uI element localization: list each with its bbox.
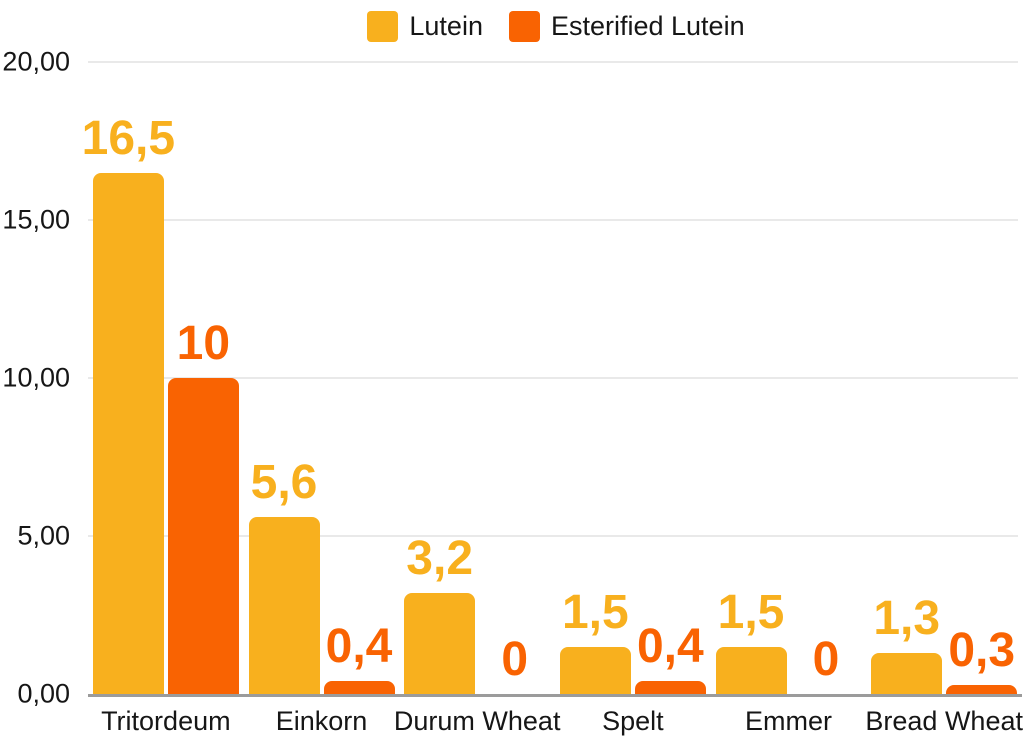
bar-slot-tritordeum-esterified-lutein: 10: [167, 62, 239, 694]
value-label-einkorn-lutein: 5,6: [250, 456, 318, 510]
x-axis-label-spelt: Spelt: [602, 706, 664, 736]
bar-slot-durum-wheat-esterified-lutein: 0: [479, 62, 550, 694]
bar-emmer-lutein: [715, 646, 787, 694]
gridline-15-00: [88, 219, 1018, 221]
bar-einkorn-esterified-lutein: [323, 681, 395, 694]
value-label-durum-wheat-esterified-lutein: 0: [501, 633, 529, 686]
x-axis-label-einkorn: Einkorn: [275, 706, 368, 736]
y-tick-label-0-00: 0,00: [17, 678, 70, 709]
legend-item-lutein: Lutein: [367, 11, 483, 42]
bar-tritordeum-lutein: [92, 172, 164, 694]
bar-groups: 16,5 10 Tritordeum 5,6 0,4 Einkorn 3,2 0 Durum W…: [82, 62, 1023, 735]
bar-slot-emmer-esterified-lutein: 0: [791, 62, 862, 694]
bar-group-spelt: 1,5 0,4 Spelt: [555, 62, 711, 735]
value-label-spelt-esterified-lutein: 0,4: [636, 620, 704, 674]
bar-group-bread-wheat: 1,3 0,3 Bread Wheat: [865, 62, 1023, 734]
value-label-emmer-esterified-lutein: 0: [812, 633, 840, 686]
y-tick-label-5-00: 5,00: [17, 520, 70, 551]
x-axis-label-durum-wheat: Durum Wheat: [393, 706, 561, 736]
legend-label-esterified-lutein: Esterified Lutein: [550, 11, 745, 41]
legend-label-lutein: Lutein: [409, 11, 483, 41]
gridline-5-00: [88, 535, 1018, 537]
bar-slot-bread-wheat-lutein: 1,3: [871, 62, 943, 694]
bar-group-emmer: 1,5 0 Emmer: [711, 62, 867, 735]
bar-tritordeum-esterified-lutein: [167, 378, 239, 694]
y-tick-label-20-00: 20,00: [2, 46, 70, 77]
value-label-einkorn-esterified-lutein: 0,4: [325, 620, 393, 674]
bar-slot-spelt-lutein: 1,5: [559, 62, 631, 694]
value-label-emmer-lutein: 1,5: [717, 585, 785, 639]
value-label-tritordeum-lutein: 16,5: [81, 111, 176, 165]
x-axis-label-tritordeum: Tritordeum: [101, 706, 231, 736]
bar-spelt-esterified-lutein: [634, 681, 706, 694]
value-label-bread-wheat-esterified-lutein: 0,3: [948, 623, 1016, 677]
bar-slot-einkorn-esterified-lutein: 0,4: [323, 62, 395, 694]
gridline-10-00: [88, 377, 1018, 379]
y-tick-label-15-00: 15,00: [2, 204, 70, 235]
bar-slot-emmer-lutein: 1,5: [715, 62, 787, 694]
bar-slot-tritordeum-lutein: 16,5: [82, 62, 175, 694]
bar-slot-einkorn-lutein: 5,6: [248, 62, 320, 694]
legend-item-esterified-lutein: Esterified Lutein: [508, 11, 745, 42]
bar-bread-wheat-lutein: [871, 652, 943, 694]
bar-slot-spelt-esterified-lutein: 0,4: [634, 62, 706, 694]
value-label-tritordeum-esterified-lutein: 10: [176, 317, 231, 370]
bar-group-tritordeum: 16,5 10 Tritordeum: [82, 62, 244, 735]
lutein-swatch-icon: [367, 11, 399, 42]
bar-spelt-lutein: [559, 646, 631, 694]
bar-group-durum-wheat: 3,2 0 Durum Wheat: [394, 62, 561, 734]
bar-einkorn-lutein: [248, 517, 320, 694]
bar-slot-bread-wheat-esterified-lutein: 0,3: [946, 62, 1018, 694]
x-axis-label-emmer: Emmer: [745, 706, 833, 736]
plot-area: 16,5 10 Tritordeum 5,6 0,4 Einkorn 3,2 0 Durum W…: [82, 61, 1023, 735]
bar-durum-wheat-lutein: [404, 592, 476, 694]
value-label-spelt-lutein: 1,5: [561, 585, 629, 639]
value-label-bread-wheat-lutein: 1,3: [873, 591, 941, 645]
bar-slot-durum-wheat-lutein: 3,2: [404, 62, 476, 694]
bar-bread-wheat-esterified-lutein: [946, 684, 1018, 694]
y-tick-label-10-00: 10,00: [2, 362, 70, 393]
gridline-20-00: [88, 61, 1018, 63]
esterified-lutein-swatch-icon: [508, 11, 540, 42]
legend: Lutein Esterified Lutein: [88, 11, 1024, 42]
value-label-durum-wheat-lutein: 3,2: [406, 531, 474, 585]
bar-group-einkorn: 5,6 0,4 Einkorn: [244, 62, 400, 735]
x-axis-label-bread-wheat: Bread Wheat: [865, 706, 1023, 736]
